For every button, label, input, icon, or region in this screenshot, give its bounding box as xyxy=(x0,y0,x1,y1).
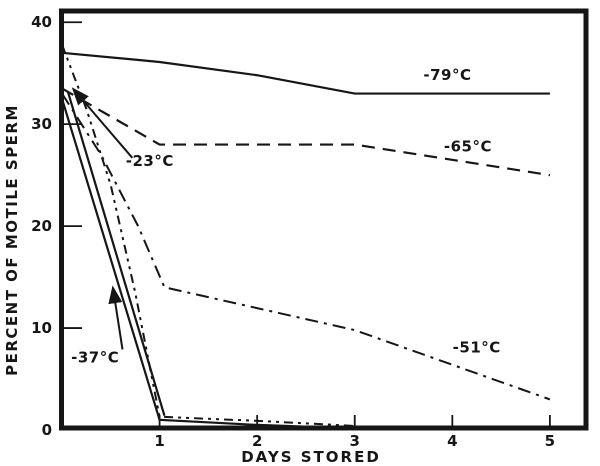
series-label-0: -79°C xyxy=(423,66,471,84)
y-tick-label: 10 xyxy=(31,319,52,337)
y-tick-label: 20 xyxy=(31,217,52,235)
series-label-3: -23°C xyxy=(126,152,174,170)
y-tick-label: 0 xyxy=(42,421,52,439)
series-annotations: -79°C -65°C -51°C -23°C -37°C xyxy=(71,66,501,367)
x-tick-label: 5 xyxy=(545,432,555,450)
series-line-0 xyxy=(61,51,550,95)
series-arrow-4 xyxy=(108,285,124,350)
x-axis-title: DAYS STORED xyxy=(241,448,381,466)
series-lines xyxy=(60,44,551,430)
x-tick-label: 3 xyxy=(350,432,360,450)
series-line-1 xyxy=(61,87,551,177)
series-label-2: -51°C xyxy=(453,338,501,356)
series-label-1: -65°C xyxy=(444,138,492,156)
series-line-3 xyxy=(61,44,355,427)
y-tick-label: 30 xyxy=(31,115,52,133)
series-line-4 xyxy=(60,98,355,430)
series-line-4 xyxy=(66,91,166,417)
axis-ticks: 1 2 3 4 5 0 10 20 30 40 xyxy=(31,13,555,450)
x-tick-label: 4 xyxy=(447,432,457,450)
x-tick-label: 1 xyxy=(154,432,164,450)
y-axis-title: PERCENT OF MOTILE SPERM xyxy=(3,104,21,376)
plot-frame xyxy=(59,8,589,431)
x-tick-label: 2 xyxy=(252,432,262,450)
series-line-2 xyxy=(61,93,551,401)
series-label-4: -37°C xyxy=(71,349,119,367)
y-tick-label: 40 xyxy=(31,13,52,31)
series-arrow-3 xyxy=(71,87,134,159)
